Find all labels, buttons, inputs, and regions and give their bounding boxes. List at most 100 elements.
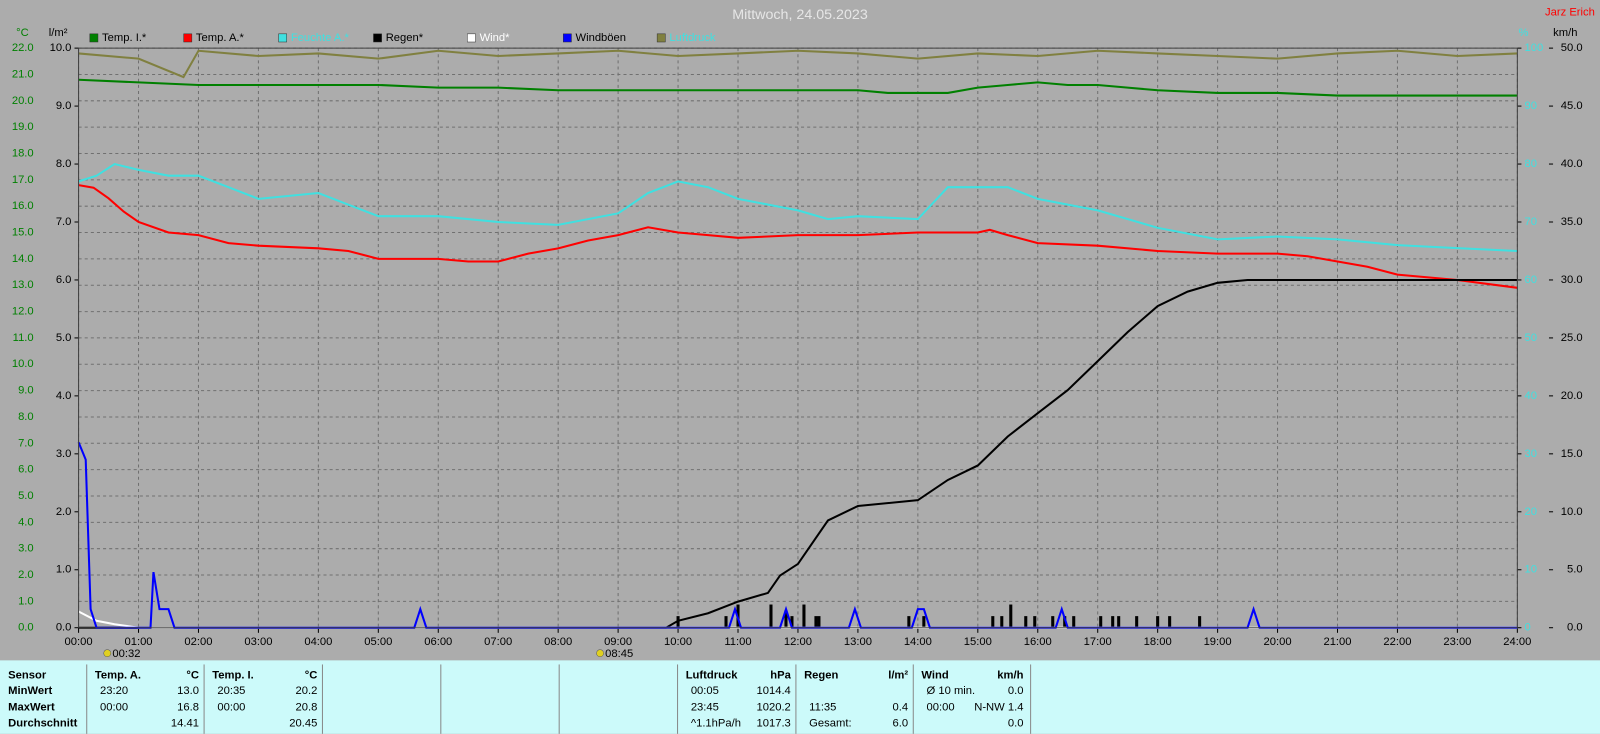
y2-tick-label: 4.0 (56, 390, 72, 402)
annotation-icon (596, 649, 604, 658)
block-header: Temp. A. (95, 670, 141, 682)
stat-value: 20.45 (289, 718, 317, 730)
legend-swatch (89, 33, 99, 43)
y2-tick-label: 6.0 (56, 274, 72, 286)
rain-bar (814, 616, 818, 628)
y4-tick-label: 10.0 (1561, 506, 1583, 518)
y3-tick-label: 80 (1524, 158, 1536, 170)
block-unit: °C (305, 670, 318, 682)
rain-bar (907, 616, 911, 628)
y3-tick-label: 50 (1524, 332, 1536, 344)
rain-bar (790, 616, 794, 628)
axis-unit: km/h (1553, 27, 1577, 39)
series-line (78, 184, 1518, 289)
author: Jarz Erich (1545, 6, 1595, 18)
block-header: Wind (921, 670, 948, 682)
y2-tick-label: 0.0 (56, 622, 72, 634)
stat-time: 20:35 (217, 685, 245, 697)
y-tick-label: 4.0 (18, 516, 34, 528)
block-header: Regen (804, 670, 838, 682)
rain-bar (1024, 616, 1028, 628)
y3-tick-label: 30 (1524, 448, 1536, 460)
x-tick-label: 23:00 (1443, 636, 1471, 648)
series-line (78, 162, 1518, 252)
x-tick-label: 04:00 (304, 636, 332, 648)
y4-tick-label: 40.0 (1561, 158, 1583, 170)
y2-tick-label: 8.0 (56, 158, 72, 170)
y4-tick-label: 15.0 (1561, 448, 1583, 460)
rain-bar (724, 616, 728, 628)
legend-swatch (467, 33, 476, 43)
x-tick-label: 22:00 (1383, 636, 1411, 648)
x-tick-label: 17:00 (1084, 636, 1112, 648)
legend-label: Luftdruck (669, 32, 716, 44)
y3-tick-label: 70 (1524, 216, 1536, 228)
stat-time: 00:00 (927, 701, 955, 713)
x-tick-label: 09:00 (604, 636, 632, 648)
series-line (78, 278, 1518, 629)
y-tick-label: 22.0 (12, 42, 34, 54)
legend-swatch (183, 33, 193, 43)
stat-value: 1014.4 (756, 685, 790, 697)
x-tick-label: 00:00 (65, 636, 93, 648)
y2-tick-label: 2.0 (56, 506, 72, 518)
x-tick-label: 24:00 (1503, 636, 1531, 648)
annotation-icon (103, 649, 112, 658)
legend-label: Windböen (576, 32, 627, 44)
annotation-label: 08:45 (605, 648, 633, 660)
y-tick-label: 17.0 (12, 174, 34, 186)
row-label: Sensor (8, 670, 47, 682)
x-tick-label: 07:00 (484, 636, 512, 648)
y2-tick-label: 10.0 (50, 42, 72, 54)
x-tick-label: 14:00 (904, 636, 932, 648)
stats-panel (0, 660, 1600, 734)
x-tick-label: 13:00 (844, 636, 872, 648)
y4-tick-label: 20.0 (1561, 390, 1583, 402)
stat-time: 11:35 (809, 701, 836, 713)
x-tick-label: 15:00 (964, 636, 992, 648)
y-tick-label: 11.0 (13, 332, 34, 344)
x-tick-label: 03:00 (244, 636, 272, 648)
legend-swatch (278, 33, 287, 43)
rain-bar (1009, 604, 1013, 628)
y3-tick-label: 100 (1524, 42, 1543, 54)
stat-time: 23:20 (100, 685, 128, 697)
axis-unit: l/m² (49, 27, 68, 39)
rain-bar (1099, 616, 1103, 628)
rain-bar (1051, 616, 1055, 628)
rain-bar (1063, 616, 1067, 628)
rain-bar (1198, 616, 1202, 628)
y-tick-label: 13.0 (12, 279, 34, 291)
block-unit: l/m² (888, 670, 908, 682)
y4-tick-label: 30.0 (1561, 274, 1583, 286)
y-tick-label: 15.0 (12, 227, 34, 239)
x-tick-label: 18:00 (1144, 636, 1172, 648)
y-tick-label: 5.0 (18, 490, 34, 502)
y-tick-label: 21.0 (12, 68, 34, 80)
block-unit: km/h (997, 670, 1023, 682)
x-tick-label: 11:00 (724, 636, 751, 648)
y3-tick-label: 10 (1524, 564, 1536, 576)
y2-tick-label: 1.0 (56, 564, 72, 576)
stat-value: 16.8 (177, 701, 199, 713)
y3-tick-label: 0 (1524, 622, 1530, 634)
row-label: MinWert (8, 685, 52, 697)
y4-tick-label: 35.0 (1561, 216, 1583, 228)
y-tick-label: 3.0 (18, 543, 34, 555)
y2-tick-label: 9.0 (56, 100, 72, 112)
row-label: Durchschnitt (8, 718, 77, 730)
stat-value: 14.41 (171, 718, 199, 730)
y3-tick-label: 40 (1524, 390, 1536, 402)
x-tick-label: 20:00 (1264, 636, 1292, 648)
rain-bar (1000, 616, 1004, 628)
y3-tick-label: 60 (1524, 274, 1536, 286)
y-tick-label: 2.0 (18, 569, 34, 581)
y4-tick-label: 50.0 (1561, 42, 1583, 54)
x-tick-label: 01:00 (124, 636, 152, 648)
legend-swatch (373, 33, 382, 43)
y-tick-label: 14.0 (12, 253, 34, 265)
y-tick-label: 0.0 (18, 622, 34, 634)
y-tick-label: 20.0 (12, 95, 34, 107)
x-tick-label: 10:00 (664, 636, 692, 648)
